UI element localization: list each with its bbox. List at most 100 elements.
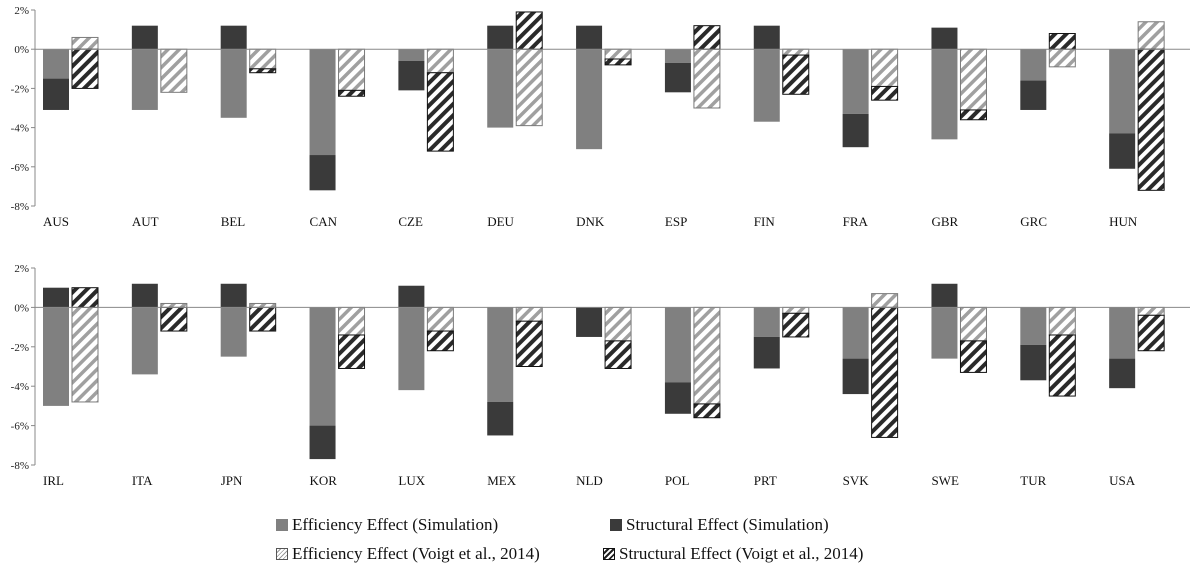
category-label-jpn: JPN [221, 473, 243, 488]
bar-fra-structural-effect-simulation [842, 113, 869, 148]
bar-gbr-structural-effect-voigt-et-al-2014 [959, 109, 987, 121]
bar-aus-efficiency-effect-voigt-et-al-2014 [71, 36, 99, 50]
bar-usa-efficiency-effect-voigt-et-al-2014 [1137, 306, 1165, 316]
category-label-ita: ITA [132, 473, 153, 488]
bar-nld-structural-effect-simulation [576, 307, 603, 337]
bar-ita-structural-effect-simulation [131, 283, 158, 308]
bar-fra-efficiency-effect-voigt-et-al-2014 [871, 48, 899, 87]
bar-svk-structural-effect-simulation [842, 358, 869, 395]
bar-swe-efficiency-effect-simulation [931, 307, 958, 359]
bar-can-efficiency-effect-simulation [309, 49, 336, 156]
bar-bel-structural-effect-voigt-et-al-2014 [249, 68, 277, 74]
bar-pol-efficiency-effect-simulation [664, 307, 691, 383]
bar-usa-structural-effect-voigt-et-al-2014 [1137, 314, 1165, 352]
category-label-nld: NLD [576, 473, 603, 488]
bar-prt-structural-effect-simulation [753, 336, 780, 369]
bar-swe-structural-effect-voigt-et-al-2014 [959, 340, 987, 373]
category-label-fin: FIN [754, 214, 776, 229]
chart-panel-1: 2% 0% -2% -4% -6% -8% AUS AUT BEL CAN CZE DEU DNK ESP… [11, 5, 1190, 229]
bar-hun-structural-effect-simulation [1109, 133, 1136, 169]
bar-esp-efficiency-effect-voigt-et-al-2014 [693, 48, 721, 109]
bar-grc-structural-effect-voigt-et-al-2014 [1048, 33, 1076, 50]
bar-jpn-efficiency-effect-voigt-et-al-2014 [249, 302, 277, 308]
bar-bel-efficiency-effect-voigt-et-al-2014 [249, 48, 277, 70]
bar-mex-efficiency-effect-voigt-et-al-2014 [515, 306, 543, 322]
bar-aut-efficiency-effect-voigt-et-al-2014 [160, 48, 188, 93]
y-tick-label: -4% [11, 381, 29, 393]
bar-usa-efficiency-effect-simulation [1109, 307, 1136, 359]
bar-irl-efficiency-effect-simulation [43, 307, 69, 406]
bar-esp-structural-effect-voigt-et-al-2014 [693, 25, 721, 50]
bar-lux-efficiency-effect-simulation [398, 307, 425, 391]
bar-bel-efficiency-effect-simulation [220, 49, 247, 118]
bar-cze-efficiency-effect-voigt-et-al-2014 [426, 48, 454, 74]
bar-grc-structural-effect-simulation [1020, 80, 1047, 110]
category-label-dnk: DNK [576, 214, 605, 229]
y-tick-label: 0% [14, 44, 29, 56]
bar-deu-structural-effect-voigt-et-al-2014 [515, 11, 543, 50]
bar-jpn-efficiency-effect-simulation [220, 307, 247, 357]
category-label-tur: TUR [1020, 473, 1046, 488]
bar-cze-efficiency-effect-simulation [398, 49, 425, 61]
bar-dnk-efficiency-effect-voigt-et-al-2014 [604, 48, 632, 60]
bar-irl-structural-effect-simulation [43, 287, 69, 308]
category-label-gbr: GBR [931, 214, 958, 229]
bar-cze-structural-effect-voigt-et-al-2014 [426, 72, 454, 152]
category-label-irl: IRL [43, 473, 64, 488]
bar-fin-efficiency-effect-voigt-et-al-2014 [782, 48, 810, 56]
y-tick-label: -6% [11, 162, 29, 174]
bar-gbr-efficiency-effect-simulation [931, 49, 958, 140]
y-tick-label: -6% [11, 421, 29, 433]
bar-hun-efficiency-effect-simulation [1109, 49, 1136, 134]
category-label-mex: MEX [487, 473, 517, 488]
bar-nld-efficiency-effect-voigt-et-al-2014 [604, 306, 632, 342]
y-tick-label: 2% [14, 5, 29, 17]
bar-aus-structural-effect-voigt-et-al-2014 [71, 48, 99, 89]
y-tick-label: -8% [11, 460, 29, 472]
chart-panel-2: 2% 0% -2% -4% -6% -8% IRL ITA JPN KOR LUX MEX NLD POL… [11, 263, 1190, 488]
bar-hun-efficiency-effect-voigt-et-al-2014 [1137, 21, 1165, 50]
bar-svk-efficiency-effect-simulation [842, 307, 869, 359]
bar-tur-efficiency-effect-voigt-et-al-2014 [1048, 306, 1076, 336]
bar-ita-efficiency-effect-voigt-et-al-2014 [160, 302, 188, 308]
bar-hun-structural-effect-voigt-et-al-2014 [1137, 48, 1165, 191]
category-label-grc: GRC [1020, 214, 1047, 229]
bar-tur-structural-effect-voigt-et-al-2014 [1048, 334, 1076, 397]
category-label-can: CAN [310, 214, 338, 229]
bar-cze-structural-effect-simulation [398, 60, 425, 91]
bar-irl-efficiency-effect-voigt-et-al-2014 [71, 306, 99, 403]
category-label-swe: SWE [931, 473, 959, 488]
bar-fra-efficiency-effect-simulation [842, 49, 869, 114]
bar-svk-efficiency-effect-voigt-et-al-2014 [871, 293, 899, 308]
y-tick-label: 2% [14, 263, 29, 275]
bar-swe-efficiency-effect-voigt-et-al-2014 [959, 306, 987, 342]
bar-tur-structural-effect-simulation [1020, 344, 1047, 381]
bar-fin-structural-effect-simulation [753, 25, 780, 50]
bar-mex-efficiency-effect-simulation [487, 307, 514, 402]
bar-bel-structural-effect-simulation [220, 25, 247, 50]
bar-jpn-structural-effect-voigt-et-al-2014 [249, 306, 277, 332]
bar-mex-structural-effect-voigt-et-al-2014 [515, 320, 543, 368]
bar-mex-structural-effect-simulation [487, 401, 514, 436]
category-label-deu: DEU [487, 214, 514, 229]
bar-dnk-structural-effect-simulation [576, 25, 603, 50]
bar-gbr-efficiency-effect-voigt-et-al-2014 [959, 48, 987, 111]
bar-kor-structural-effect-simulation [309, 425, 336, 460]
bar-fin-structural-effect-voigt-et-al-2014 [782, 54, 810, 95]
category-label-hun: HUN [1109, 214, 1138, 229]
bar-can-efficiency-effect-voigt-et-al-2014 [338, 48, 366, 91]
category-label-prt: PRT [754, 473, 777, 488]
y-tick-label: 0% [14, 302, 29, 314]
bar-lux-structural-effect-voigt-et-al-2014 [426, 330, 454, 352]
y-tick-label: -8% [11, 201, 29, 213]
bar-dnk-structural-effect-voigt-et-al-2014 [604, 58, 632, 66]
bar-fin-efficiency-effect-simulation [753, 49, 780, 122]
category-label-fra: FRA [843, 214, 869, 229]
bar-nld-structural-effect-voigt-et-al-2014 [604, 340, 632, 369]
bar-aut-efficiency-effect-simulation [131, 49, 158, 110]
bar-ita-efficiency-effect-simulation [131, 307, 158, 375]
bar-lux-efficiency-effect-voigt-et-al-2014 [426, 306, 454, 332]
bar-kor-efficiency-effect-voigt-et-al-2014 [338, 306, 366, 336]
category-label-pol: POL [665, 473, 690, 488]
